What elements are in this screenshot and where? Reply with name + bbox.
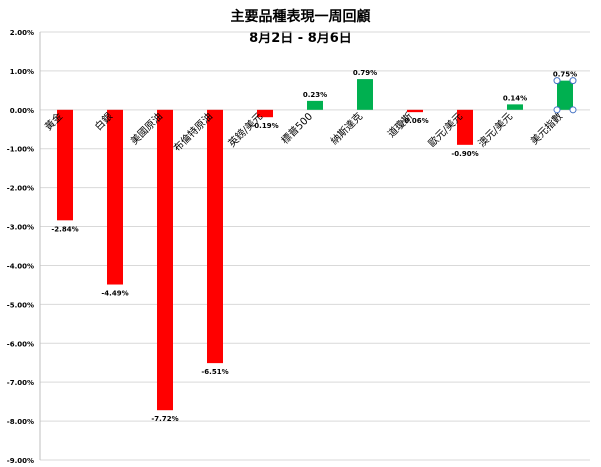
y-tick-label: 1.00% <box>10 68 34 76</box>
y-tick-label: 2.00% <box>10 29 34 37</box>
y-tick-label: -3.00% <box>7 224 34 232</box>
y-tick-label: -6.00% <box>7 340 34 348</box>
data-label: 0.14% <box>503 94 527 102</box>
y-tick-label: -8.00% <box>7 418 34 426</box>
y-tick-label: 0.00% <box>10 107 34 115</box>
bar <box>157 109 173 411</box>
bar <box>207 109 223 364</box>
data-label: -0.19% <box>251 122 278 130</box>
selection-handle <box>553 77 561 85</box>
category-label: 納斯達克 <box>328 110 365 147</box>
y-tick-label: -2.00% <box>7 185 34 193</box>
data-label: 0.23% <box>303 91 327 99</box>
y-tick-label: -5.00% <box>7 301 34 309</box>
data-label: -6.51% <box>201 368 228 376</box>
data-label: -0.90% <box>451 150 478 158</box>
bar <box>57 109 73 221</box>
bar <box>457 109 473 145</box>
chart-title: 主要品種表現一周回顧 <box>230 9 371 25</box>
data-label: 0.75% <box>553 71 577 79</box>
y-tick-label: -1.00% <box>7 146 34 154</box>
y-tick-label: -9.00% <box>7 457 34 465</box>
category-label: 美元指數 <box>528 110 565 147</box>
bar <box>557 80 573 110</box>
bar <box>407 109 423 113</box>
category-label: 標普500 <box>278 110 315 147</box>
category-label: 澳元/美元 <box>475 110 515 150</box>
data-label: -0.06% <box>401 117 428 125</box>
chart-subtitle: 8月2日 - 8月6日 <box>249 31 352 46</box>
selection-handle <box>553 106 561 114</box>
data-label: -7.72% <box>151 415 178 423</box>
data-label: 0.79% <box>353 69 377 77</box>
y-tick-label: -4.00% <box>7 262 34 270</box>
bar <box>107 109 123 285</box>
bar <box>357 79 373 110</box>
data-label: -2.84% <box>51 225 78 233</box>
bar <box>307 100 323 110</box>
bar <box>257 109 273 118</box>
bar <box>507 104 523 110</box>
y-tick-label: -7.00% <box>7 379 34 387</box>
data-label: -4.49% <box>101 290 128 298</box>
selection-handle <box>569 106 577 114</box>
selection-handle <box>569 77 577 85</box>
